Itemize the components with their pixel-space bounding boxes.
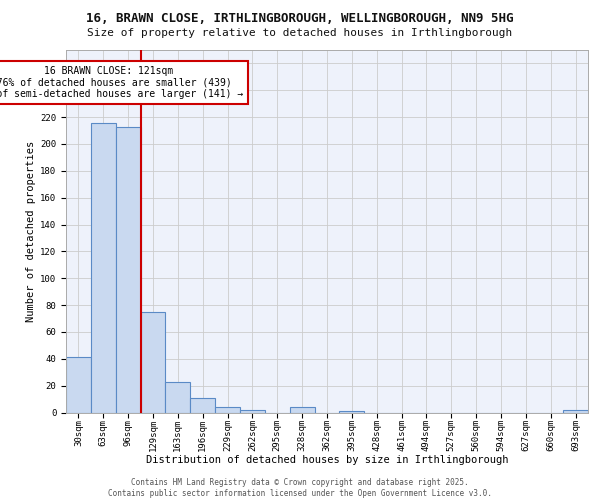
Text: Contains HM Land Registry data © Crown copyright and database right 2025.
Contai: Contains HM Land Registry data © Crown c… [108, 478, 492, 498]
Bar [290, 407, 314, 412]
Text: 16 BRAWN CLOSE: 121sqm
← 76% of detached houses are smaller (439)
24% of semi-de: 16 BRAWN CLOSE: 121sqm ← 76% of detached… [0, 66, 244, 100]
Bar [166, 382, 190, 412]
Text: Size of property relative to detached houses in Irthlingborough: Size of property relative to detached ho… [88, 28, 512, 38]
Bar [240, 410, 265, 412]
Y-axis label: Number of detached properties: Number of detached properties [26, 140, 36, 322]
Bar [116, 126, 140, 412]
X-axis label: Distribution of detached houses by size in Irthlingborough: Distribution of detached houses by size … [146, 455, 508, 465]
Bar [140, 312, 166, 412]
Bar [340, 411, 364, 412]
Text: 16, BRAWN CLOSE, IRTHLINGBOROUGH, WELLINGBOROUGH, NN9 5HG: 16, BRAWN CLOSE, IRTHLINGBOROUGH, WELLIN… [86, 12, 514, 26]
Bar [91, 122, 116, 412]
Bar [215, 407, 240, 412]
Bar [66, 358, 91, 412]
Bar [563, 410, 588, 412]
Bar [190, 398, 215, 412]
